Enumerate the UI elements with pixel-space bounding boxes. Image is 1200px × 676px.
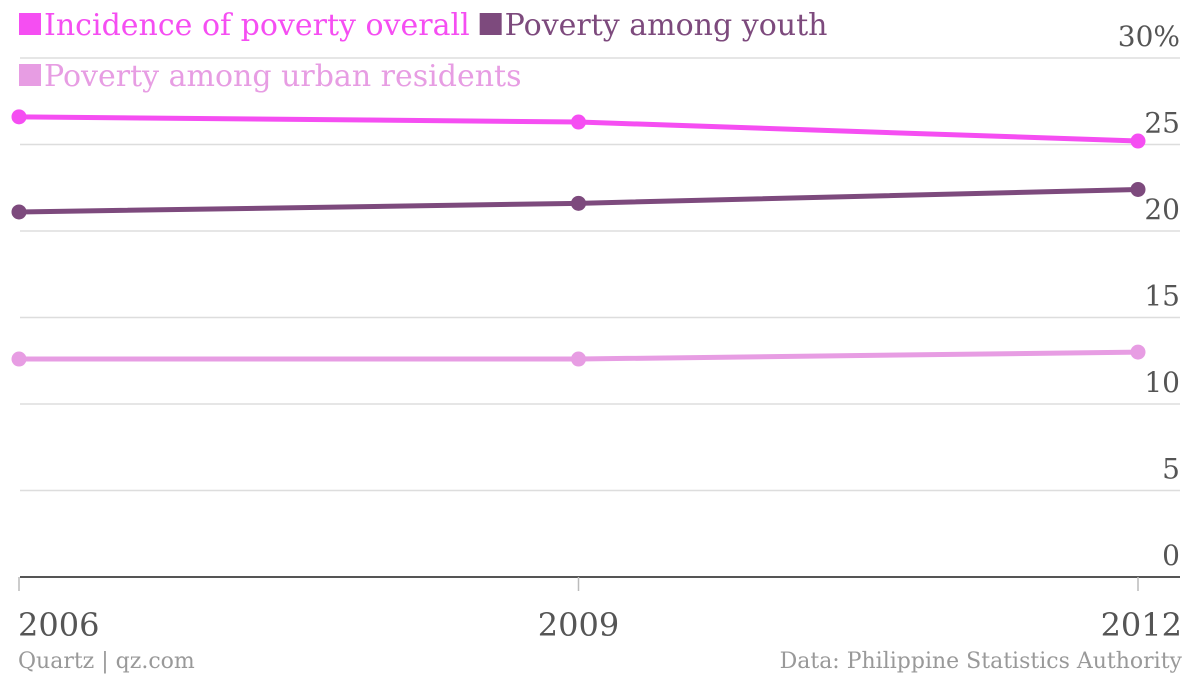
y-tick-label: 20 [1144,193,1180,226]
y-tick-label: 10 [1144,366,1180,399]
legend: Incidence of poverty overall Poverty amon… [19,8,827,94]
x-tick-label: 2009 [538,606,619,644]
y-axis-ticks: 0 5 10 15 20 25 30% [1118,20,1180,572]
data-point [1130,133,1146,149]
data-point [1130,181,1146,197]
legend-swatch [479,13,502,35]
y-tick-label: 0 [1162,539,1180,572]
series-group [11,109,1146,149]
y-tick-label: 15 [1144,280,1180,313]
data-point [11,109,27,125]
legend-swatch [19,64,41,86]
gridlines [20,57,1180,492]
legend-label: Poverty among urban residents [44,59,522,94]
data-point [571,114,586,130]
data-point [11,204,27,220]
data-point [571,351,586,367]
legend-swatch [19,13,41,35]
x-tick-label: 2012 [1101,606,1182,644]
y-tick-label: 5 [1162,453,1180,486]
legend-label: Poverty among youth [505,8,828,43]
y-tick-label: 25 [1144,107,1180,140]
data-point [571,195,586,211]
series-group [11,344,1146,367]
data-point [11,351,27,367]
y-tick-label: 30% [1118,20,1180,53]
series [11,109,1146,367]
data-source-credit: Data: Philippine Statistics Authority [780,649,1183,674]
source-credit-left: Quartz | qz.com [18,649,195,674]
series-group [11,181,1146,220]
data-point [1130,344,1146,360]
x-axis-ticks: 2006 2009 2012 [18,577,1182,644]
x-tick-label: 2006 [18,606,99,644]
legend-label: Incidence of poverty overall [44,8,470,43]
